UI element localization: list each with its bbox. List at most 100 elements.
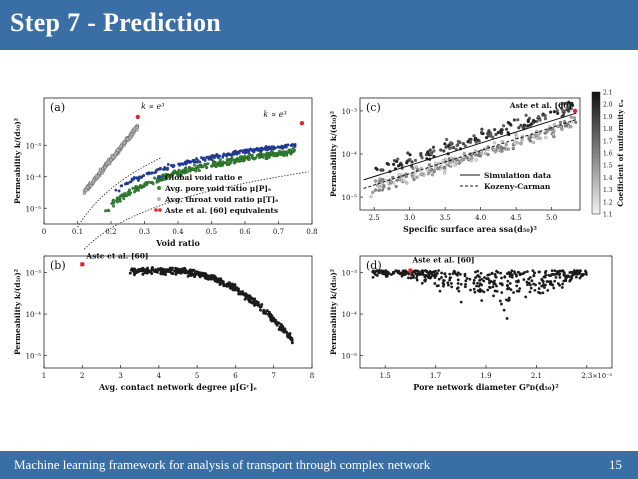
point-simulation: [464, 273, 467, 276]
point-simulation: [428, 274, 431, 277]
point-global: [255, 148, 258, 151]
point-simulation: [129, 272, 132, 275]
point-simulation: [457, 279, 460, 282]
point-simulation: [486, 289, 489, 292]
point-simulation: [503, 275, 506, 278]
point-simulation: [437, 167, 440, 170]
point-simulation: [522, 126, 525, 129]
point-simulation: [574, 271, 577, 274]
point-global: [166, 168, 169, 171]
point-simulation: [190, 273, 193, 276]
point-simulation: [245, 295, 248, 298]
point-simulation: [534, 289, 537, 292]
point-simulation: [421, 282, 424, 285]
slide-title: Step 7 - Prediction: [10, 8, 221, 38]
point-simulation: [449, 141, 452, 144]
point-simulation: [478, 139, 481, 142]
panel-label: (b): [50, 259, 66, 272]
y-tick-label: 10⁻³: [26, 142, 42, 150]
point-simulation: [554, 269, 557, 272]
point-simulation: [442, 279, 445, 282]
point-global: [221, 156, 224, 159]
x-tick-label: 0.1: [72, 228, 83, 236]
colorbar-tick-label: 1.2: [603, 199, 613, 206]
point-global: [271, 145, 274, 148]
x-tick-label: 0.6: [239, 228, 251, 236]
point-simulation: [526, 281, 529, 284]
point-simulation: [494, 150, 497, 153]
point-simulation: [492, 281, 495, 284]
point-simulation: [504, 148, 507, 151]
point-simulation: [247, 298, 250, 301]
point-simulation: [222, 282, 225, 285]
point-simulation: [436, 285, 439, 288]
point-simulation: [528, 137, 531, 140]
point-pore: [226, 162, 229, 165]
point-simulation: [491, 272, 494, 275]
point-simulation: [259, 309, 262, 312]
point-simulation: [526, 124, 529, 127]
point-simulation: [527, 278, 530, 281]
annotation-e3: k ∝ e³: [263, 110, 286, 119]
point-simulation: [408, 273, 411, 276]
point-simulation: [585, 273, 588, 276]
point-simulation: [425, 274, 428, 277]
point-pore: [182, 169, 185, 172]
point-simulation: [556, 112, 559, 115]
point-simulation: [476, 270, 479, 273]
point-aste: [408, 269, 412, 273]
point-simulation: [472, 134, 475, 137]
point-pore: [226, 158, 229, 161]
x-axis-label: Avg. contact network degree μ[Gᶜ]ₑ: [98, 382, 257, 392]
point-simulation: [532, 141, 535, 144]
point-throat: [104, 166, 107, 169]
point-simulation: [229, 284, 232, 287]
point-simulation: [570, 116, 573, 119]
point-simulation: [462, 142, 465, 145]
point-throat: [85, 188, 88, 191]
point-simulation: [411, 160, 414, 163]
point-simulation: [387, 271, 390, 274]
point-simulation: [517, 271, 520, 274]
colorbar: [592, 92, 600, 214]
y-tick-label: 10⁻⁵: [26, 205, 42, 213]
point-simulation: [430, 152, 433, 155]
point-simulation: [387, 187, 390, 190]
legend-label: Avg. pore void ratio μ[P]ₑ: [164, 184, 271, 193]
point-simulation: [264, 311, 267, 314]
point-pore: [271, 154, 274, 157]
point-pore: [193, 164, 196, 167]
point-simulation: [555, 276, 558, 279]
point-simulation: [456, 161, 459, 164]
point-simulation: [460, 301, 463, 304]
point-simulation: [551, 273, 554, 276]
point-simulation: [395, 185, 398, 188]
point-pore: [148, 181, 151, 184]
point-global: [210, 158, 213, 161]
x-tick-label: 2.5: [369, 214, 380, 222]
point-pore: [282, 154, 285, 157]
point-simulation: [397, 164, 400, 167]
point-simulation: [551, 269, 554, 272]
point-simulation: [442, 149, 445, 152]
point-simulation: [377, 185, 380, 188]
legend-marker: [157, 175, 161, 179]
point-simulation: [159, 272, 162, 275]
point-simulation: [480, 278, 483, 281]
point-simulation: [449, 276, 452, 279]
point-global: [172, 165, 175, 168]
point-pore: [198, 169, 201, 172]
point-simulation: [440, 272, 443, 275]
point-simulation: [426, 271, 429, 274]
point-simulation: [537, 115, 540, 118]
point-pore: [178, 169, 181, 172]
point-simulation: [480, 131, 483, 134]
point-global: [214, 155, 217, 158]
point-pore: [133, 190, 136, 193]
point-simulation: [499, 272, 502, 275]
point-simulation: [434, 273, 437, 276]
point-simulation: [525, 114, 528, 117]
point-simulation: [544, 274, 547, 277]
x-tick-label: 4.5: [511, 214, 522, 222]
point-simulation: [457, 271, 460, 274]
